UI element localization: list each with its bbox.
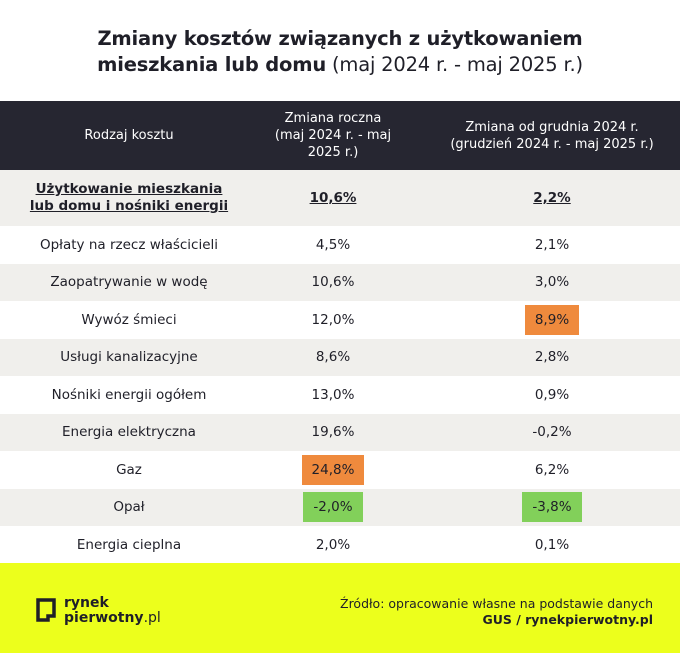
since-dec-cell: 2,1% [428, 226, 676, 264]
row-label: Nośniki energii ogółem [51, 386, 207, 403]
since-dec-cell: 0,9% [428, 376, 676, 414]
annual-value: 4,5% [315, 236, 351, 253]
table-row: Energia cieplna 2,0% 0,1% [0, 526, 680, 564]
header-december-title: Zmiana od grudnia 2024 r. [465, 119, 639, 135]
since-dec-value-highlight-orange: 8,9% [524, 304, 580, 335]
logo-word-2: pierwotny [64, 610, 144, 626]
logo-domain: .pl [143, 610, 161, 626]
table-row: Gaz 24,8% 6,2% [0, 451, 680, 489]
row-label-line-1: Użytkowanie mieszkania [35, 181, 223, 197]
header-december-period: (grudzień 2024 r. - maj 2025 r.) [450, 136, 654, 152]
footer: rynek pierwotny.pl Źródło: opracowanie w… [0, 563, 680, 653]
row-label: Opał [113, 499, 145, 516]
since-dec-cell: 6,2% [428, 451, 676, 489]
table-body: Użytkowanie mieszkania lub domu i nośniki… [0, 170, 680, 564]
page-title: Zmiany kosztów związanych z użytkowaniem… [0, 0, 680, 100]
annual-value: 2,0% [315, 536, 351, 553]
logo: rynek pierwotny.pl [34, 596, 164, 630]
annual-value: 19,6% [311, 424, 355, 441]
table-row: Opłaty na rzecz właścicieli 4,5% 2,1% [0, 226, 680, 264]
row-label-line-2: lub domu i nośniki energii [29, 198, 229, 214]
annual-cell: 19,6% [258, 414, 408, 452]
annual-cell: 10,6% [258, 264, 408, 302]
row-label: Użytkowanie mieszkania lub domu i nośniki… [0, 170, 258, 226]
table-row: Nośniki energii ogółem 13,0% 0,9% [0, 376, 680, 414]
annual-cell: 13,0% [258, 376, 408, 414]
table-row: Opał -2,0% -3,8% [0, 488, 680, 527]
since-dec-value: 3,0% [534, 274, 570, 291]
header-change-since-december: Zmiana od grudnia 2024 r. (grudzień 2024 … [428, 101, 676, 170]
row-label: Energia cieplna [76, 536, 182, 553]
row-label: Opłaty na rzecz właścicieli [39, 236, 219, 253]
since-dec-cell: 2,8% [428, 339, 676, 377]
since-dec-cell: 3,0% [428, 264, 676, 302]
source-note: Źródło: opracowanie własne na podstawie … [340, 596, 653, 628]
since-dec-value: 0,1% [534, 536, 570, 553]
title-line-1: Zmiany kosztów związanych z użytkowaniem [97, 27, 583, 50]
since-dec-value: 6,2% [534, 461, 570, 478]
annual-cell: 2,0% [258, 526, 408, 564]
annual-value-highlight-green: -2,0% [303, 492, 363, 523]
since-dec-value: 2,1% [534, 236, 570, 253]
header-annual-period: (maj 2024 r. - maj 2025 r.) [274, 128, 392, 160]
annual-value: 12,0% [311, 311, 355, 328]
since-dec-cell: 8,9% [428, 301, 676, 339]
header-annual-title: Zmiana roczna [284, 111, 382, 126]
title-period: (maj 2024 r. - maj 2025 r.) [332, 53, 583, 76]
annual-cell: -2,0% [258, 489, 408, 527]
row-label: Gaz [116, 461, 142, 478]
row-label: Wywóz śmieci [81, 311, 177, 328]
annual-cell: 10,6% [258, 170, 408, 226]
since-dec-value: 0,9% [534, 386, 570, 403]
annual-cell: 4,5% [258, 226, 408, 264]
row-label: Usługi kanalizacyjne [60, 349, 198, 366]
annual-cell: 8,6% [258, 339, 408, 377]
annual-value-highlight-orange: 24,8% [301, 454, 365, 485]
table-header: Rodzaj kosztu Zmiana roczna (maj 2024 r. … [0, 101, 680, 170]
annual-value: 13,0% [311, 386, 355, 403]
header-cost-type: Rodzaj kosztu [84, 128, 174, 143]
source-line-2: GUS / rynekpierwotny.pl [482, 612, 653, 627]
since-dec-value: -0,2% [532, 424, 572, 441]
logo-text: rynek pierwotny.pl [64, 596, 161, 626]
title-subject: mieszkania lub domu [97, 53, 327, 76]
logo-word-1: rynek [64, 595, 109, 611]
annual-value: 8,6% [315, 349, 351, 366]
since-dec-cell: 2,2% [428, 170, 676, 226]
title-line-2: mieszkania lub domu (maj 2024 r. - maj 2… [0, 52, 680, 78]
source-line-1: Źródło: opracowanie własne na podstawie … [340, 596, 653, 611]
table-row: Energia elektryczna 19,6% -0,2% [0, 413, 680, 452]
since-dec-cell: 0,1% [428, 526, 676, 564]
row-label: Zaopatrywanie w wodę [50, 274, 208, 291]
since-dec-cell: -3,8% [428, 489, 676, 527]
annual-cell: 12,0% [258, 301, 408, 339]
annual-value: 10,6% [309, 190, 357, 206]
header-annual-change: Zmiana roczna (maj 2024 r. - maj 2025 r.) [258, 101, 408, 170]
table-row: Usługi kanalizacyjne 8,6% 2,8% [0, 338, 680, 377]
annual-cell: 24,8% [258, 451, 408, 489]
since-dec-value: 2,8% [534, 349, 570, 366]
since-dec-value: 2,2% [533, 190, 571, 206]
since-dec-cell: -0,2% [428, 414, 676, 452]
table-row: Wywóz śmieci 12,0% 8,9% [0, 301, 680, 339]
logo-icon [36, 598, 56, 622]
table-row: Zaopatrywanie w wodę 10,6% 3,0% [0, 263, 680, 302]
row-label: Energia elektryczna [62, 424, 196, 441]
since-dec-value-highlight-green: -3,8% [522, 492, 582, 523]
table-row: Użytkowanie mieszkania lub domu i nośniki… [0, 170, 680, 226]
annual-value: 10,6% [311, 274, 355, 291]
